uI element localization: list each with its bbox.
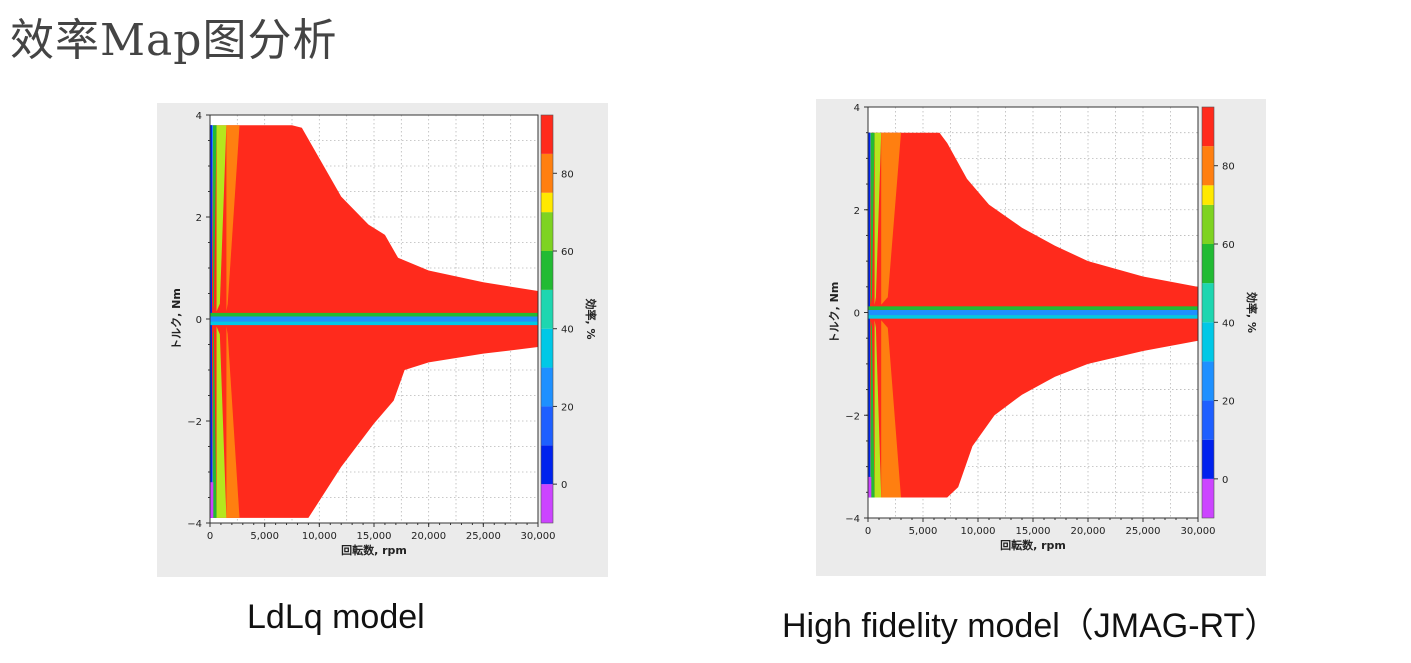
colorbar-segment <box>541 328 553 368</box>
y-tick-label: 2 <box>196 213 202 224</box>
efficiency-band-lower <box>870 320 875 498</box>
x-tick-label: 30,000 <box>521 531 556 542</box>
colorbar-segment <box>1202 146 1214 186</box>
chart-svg: 420−2−40 5,000 10,000 15,000 20,000 25,000 30,… <box>170 111 598 557</box>
colorbar-tick-label: 40 <box>561 325 574 336</box>
colorbar-tick-label: 20 <box>1222 397 1235 408</box>
y-tick-label: 4 <box>854 103 860 114</box>
y-tick-label: 2 <box>854 206 860 217</box>
colorbar-tick-label: 20 <box>561 402 574 413</box>
efficiency-band-violet <box>868 476 872 498</box>
colorbar-segment <box>541 115 553 154</box>
colorbar-segment <box>541 153 553 193</box>
plot-content <box>210 115 538 523</box>
chart-svg: 420−2−40 5,000 10,000 15,000 20,000 25,000 30,… <box>828 103 1259 552</box>
colorbar-segment <box>1202 244 1214 284</box>
colorbar-segment <box>1202 322 1214 362</box>
colorbar-segment <box>541 192 553 213</box>
efficiency-band-upper <box>216 125 227 312</box>
colorbar-segment <box>541 445 553 485</box>
colorbar-tick-label: 60 <box>561 247 574 258</box>
colorbar-segment <box>1202 361 1214 401</box>
colorbar-segment <box>541 406 553 446</box>
efficiency-band-lower <box>216 326 227 518</box>
zero-torque-strip-cyan <box>868 315 1198 319</box>
x-axis-label: 回転数, rpm <box>341 543 407 557</box>
efficiency-band-upper <box>213 125 217 312</box>
zero-torque-strip-green <box>868 306 1198 310</box>
y-tick-label: −4 <box>187 519 202 530</box>
zero-torque-strip <box>868 309 1198 316</box>
y-tick-label: −2 <box>187 417 202 428</box>
efficiency-band-upper <box>881 132 901 305</box>
x-tick-label: 0 <box>865 526 871 537</box>
colorbar-segment <box>1202 185 1214 205</box>
x-tick-label: 5,000 <box>250 531 279 542</box>
colorbar-segment <box>541 212 553 251</box>
chart-caption-ldlq: LdLq model <box>247 598 425 636</box>
efficiency-band-violet <box>210 482 214 518</box>
colorbar-segment <box>541 289 553 329</box>
page-title: 效率Map图分析 <box>10 15 338 66</box>
colorbar-frame <box>1201 106 1215 519</box>
x-tick-label: 20,000 <box>411 531 446 542</box>
colorbar-segment <box>1202 204 1214 244</box>
efficiency-map-ldlq: 4 2 0 −2 −4 0 5,000 10,000 15,000 20,000 25,000 30,… <box>157 103 608 577</box>
x-tick-label: 15,000 <box>357 531 392 542</box>
efficiency-band-lower <box>226 326 240 518</box>
y-tick-label: −2 <box>845 411 860 422</box>
colorbar-segment <box>541 367 553 407</box>
colorbar-segment <box>1202 439 1214 479</box>
x-tick-label: 30,000 <box>1181 526 1216 537</box>
x-tick-label: 20,000 <box>1071 526 1106 537</box>
y-tick-label: −4 <box>845 514 860 525</box>
x-tick-label: 25,000 <box>466 531 501 542</box>
x-tick-label: 25,000 <box>1126 526 1161 537</box>
x-tick-label: 0 <box>207 531 213 542</box>
efficiency-band-upper <box>226 125 240 312</box>
x-tick-label: 10,000 <box>961 526 996 537</box>
x-axis-label: 回転数, rpm <box>1000 538 1066 552</box>
colorbar-tick-label: 0 <box>1222 475 1228 486</box>
zero-torque-strip-green <box>210 312 538 317</box>
colorbar-segment <box>541 484 553 523</box>
colorbar-segment <box>1202 400 1214 440</box>
colorbar-segment <box>1202 107 1214 147</box>
efficiency-band-lower <box>213 326 217 518</box>
zero-torque-strip <box>210 316 538 322</box>
colorbar-label: 効率, % <box>1245 292 1259 333</box>
efficiency-band-upper <box>874 132 882 305</box>
colorbar-segment <box>1202 478 1214 518</box>
colorbar-segment <box>541 251 553 290</box>
colorbar-tick-label: 80 <box>1222 162 1235 173</box>
x-tick-label: 15,000 <box>1016 526 1051 537</box>
efficiency-map-high-fidelity: 4 2 0 −2 −4 0 5,000 10,000 15,000 20,000 25,000 30,… <box>816 99 1266 576</box>
y-tick-label: 4 <box>196 111 202 122</box>
colorbar-tick-label: 60 <box>1222 240 1235 251</box>
colorbar-frame <box>540 114 554 524</box>
colorbar-label: 効率, % <box>584 298 598 339</box>
y-axis-label: トルク, Nm <box>828 282 841 344</box>
efficiency-band-lower <box>874 320 882 498</box>
efficiency-band-lower <box>881 320 901 498</box>
y-axis-label: トルク, Nm <box>170 288 183 350</box>
colorbar-tick-label: 80 <box>561 169 574 180</box>
x-tick-label: 5,000 <box>909 526 938 537</box>
y-tick-label: 0 <box>854 309 860 320</box>
colorbar-tick-label: 40 <box>1222 318 1235 329</box>
chart-caption-high-fidelity: High fidelity model（JMAG-RT） <box>782 607 1279 645</box>
x-tick-label: 10,000 <box>302 531 337 542</box>
colorbar-segment <box>1202 283 1214 323</box>
efficiency-band-upper <box>870 132 875 305</box>
plot-content <box>868 107 1198 518</box>
colorbar-tick-label: 0 <box>561 480 567 491</box>
y-tick-label: 0 <box>196 315 202 326</box>
zero-torque-strip-cyan <box>210 321 538 326</box>
